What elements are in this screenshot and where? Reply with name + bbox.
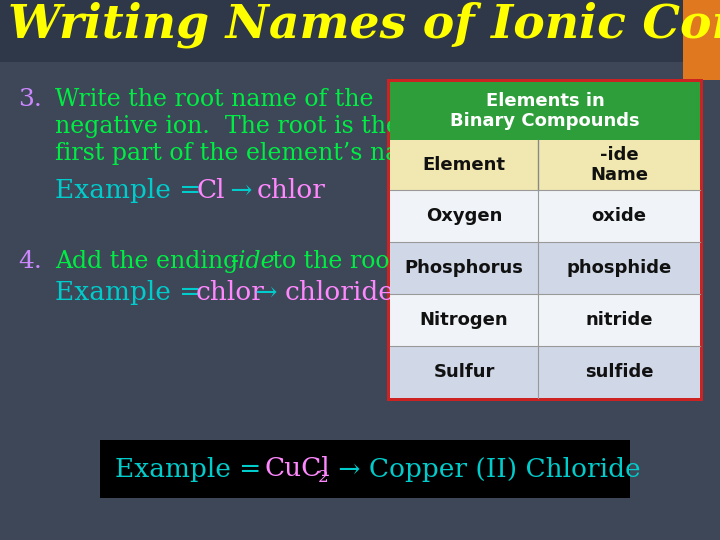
Text: -ide: -ide <box>230 250 274 273</box>
Bar <box>390 82 700 140</box>
Text: Phosphorus: Phosphorus <box>405 259 523 277</box>
Text: -ide
Name: -ide Name <box>590 146 648 184</box>
Text: Cl: Cl <box>196 178 225 203</box>
Text: Writing Names of Ionic Compounds: Writing Names of Ionic Compounds <box>8 2 720 48</box>
Text: Write the root name of the: Write the root name of the <box>55 88 374 111</box>
Text: Example =: Example = <box>55 280 210 305</box>
Text: chlor: chlor <box>257 178 326 203</box>
Text: to the root: to the root <box>265 250 399 273</box>
Text: Nitrogen: Nitrogen <box>420 311 508 329</box>
Text: oxide: oxide <box>592 207 647 225</box>
Text: nitride: nitride <box>585 311 653 329</box>
Text: → Copper (II) Chloride: → Copper (II) Chloride <box>330 456 641 482</box>
Bar <box>387 79 703 401</box>
Bar <box>0 0 720 62</box>
Text: Oxygen: Oxygen <box>426 207 502 225</box>
Bar <box>390 294 700 346</box>
Text: Element: Element <box>423 156 505 174</box>
Text: phosphide: phosphide <box>567 259 672 277</box>
Text: Example =: Example = <box>115 456 269 482</box>
Text: 4.: 4. <box>18 250 42 273</box>
Text: →: → <box>222 178 261 203</box>
Text: chlor: chlor <box>196 280 265 305</box>
Text: chloride: chloride <box>285 280 395 305</box>
Text: Example =: Example = <box>55 178 210 203</box>
Text: negative ion.  The root is the: negative ion. The root is the <box>55 115 400 138</box>
Text: 3.: 3. <box>18 88 42 111</box>
Text: 2: 2 <box>318 469 328 487</box>
Bar <box>390 190 700 242</box>
Text: Elements in
Binary Compounds: Elements in Binary Compounds <box>450 92 640 130</box>
Text: first part of the element’s name.: first part of the element’s name. <box>55 142 444 165</box>
Text: sulfide: sulfide <box>585 363 653 381</box>
Text: CuCl: CuCl <box>264 456 330 482</box>
Bar <box>390 242 700 294</box>
Bar <box>390 346 700 398</box>
Bar <box>100 440 630 498</box>
Bar <box>683 0 720 80</box>
Bar <box>390 140 700 190</box>
Text: →: → <box>247 280 286 305</box>
Text: Add the ending: Add the ending <box>55 250 246 273</box>
Text: Sulfur: Sulfur <box>433 363 495 381</box>
